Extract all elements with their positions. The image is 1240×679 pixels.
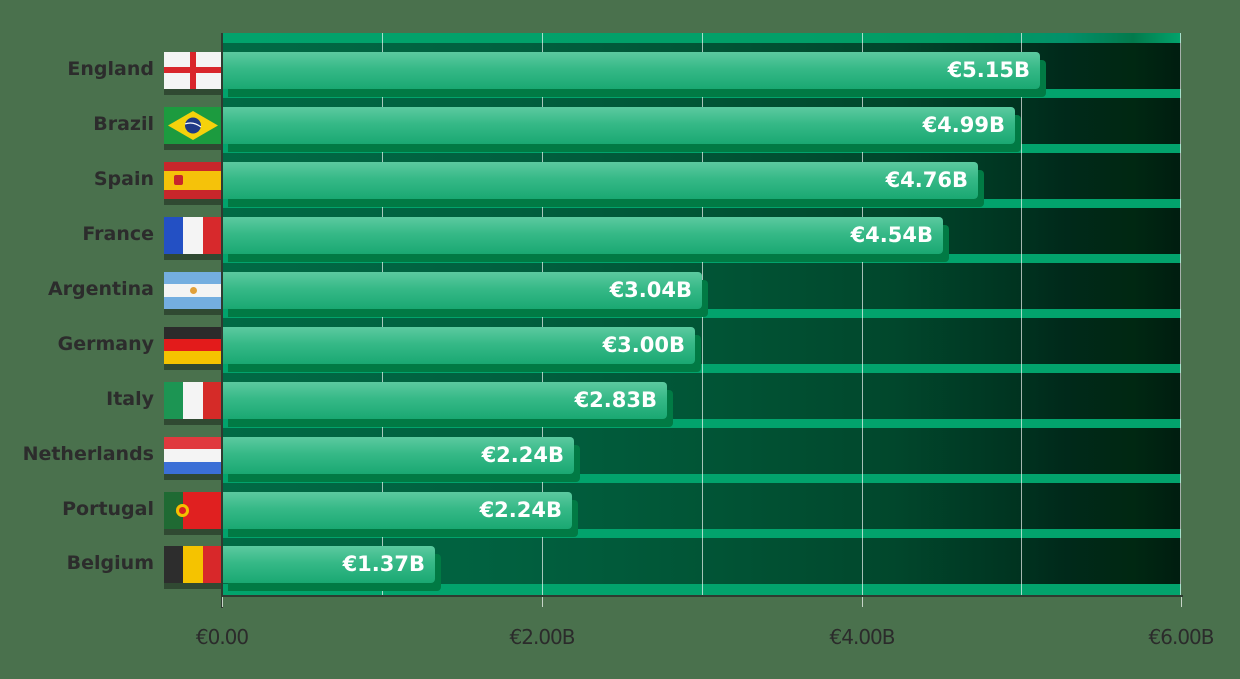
bar-portugal[interactable]: €2.24B xyxy=(222,492,572,529)
gridline xyxy=(702,33,703,597)
netherlands-flag-icon xyxy=(164,437,222,474)
germany-flag-icon xyxy=(164,327,222,364)
bar-italy[interactable]: €2.83B xyxy=(222,382,667,419)
category-label: Italy xyxy=(106,388,154,410)
x-tick-label: €4.00B xyxy=(829,625,896,649)
bar-spain[interactable]: €4.76B xyxy=(222,162,978,199)
y-axis-line xyxy=(221,33,223,608)
category-label: Portugal xyxy=(62,498,154,520)
portugal-flag-icon xyxy=(164,492,222,529)
gridline xyxy=(382,33,383,597)
x-tick xyxy=(222,597,223,607)
category-label: Spain xyxy=(93,168,154,190)
bar-value-label: €4.76B xyxy=(885,168,968,192)
bar-brazil[interactable]: €4.99B xyxy=(222,107,1015,144)
x-tick-label: €2.00B xyxy=(509,625,576,649)
x-tick xyxy=(542,597,543,607)
bar-germany[interactable]: €3.00B xyxy=(222,327,695,364)
bar-belgium[interactable]: €1.37B xyxy=(222,546,435,583)
bar-value-label: €4.54B xyxy=(850,223,933,247)
bar-argentina[interactable]: €3.04B xyxy=(222,272,702,309)
england-flag-icon xyxy=(164,52,222,89)
gridline xyxy=(542,33,543,597)
bar-value-label: €3.04B xyxy=(609,278,692,302)
bar-value-label: €3.00B xyxy=(602,333,685,357)
bar-value-label: €2.24B xyxy=(479,498,562,522)
category-label: England xyxy=(67,58,154,80)
bar-england[interactable]: €5.15B xyxy=(222,52,1040,89)
bar-value-label: €1.37B xyxy=(342,552,425,576)
x-tick-label: €6.00B xyxy=(1148,625,1215,649)
france-flag-icon xyxy=(164,217,222,254)
gridline xyxy=(1021,33,1022,597)
italy-flag-icon xyxy=(164,382,222,419)
category-label: Argentina xyxy=(47,278,154,300)
bar-france[interactable]: €4.54B xyxy=(222,217,943,254)
gridline xyxy=(1180,33,1181,597)
x-tick-label: €0.00 xyxy=(195,625,249,649)
bar-value-label: €2.24B xyxy=(481,443,564,467)
category-label: France xyxy=(82,223,154,245)
category-label: Brazil xyxy=(93,113,154,135)
x-tick xyxy=(1181,597,1182,607)
brazil-flag-icon xyxy=(164,107,222,144)
argentina-flag-icon xyxy=(164,272,222,309)
category-label: Netherlands xyxy=(22,443,154,465)
category-label: Germany xyxy=(57,333,154,355)
spain-flag-icon xyxy=(164,162,222,199)
bar-netherlands[interactable]: €2.24B xyxy=(222,437,574,474)
bar-value-label: €2.83B xyxy=(574,388,657,412)
category-label: Belgium xyxy=(66,552,154,574)
bar-value-label: €4.99B xyxy=(922,113,1005,137)
bar-value-label: €5.15B xyxy=(947,58,1030,82)
plot-band xyxy=(222,33,1181,43)
x-tick xyxy=(862,597,863,607)
gridline xyxy=(862,33,863,597)
belgium-flag-icon xyxy=(164,546,222,583)
x-axis-line xyxy=(222,595,1183,597)
